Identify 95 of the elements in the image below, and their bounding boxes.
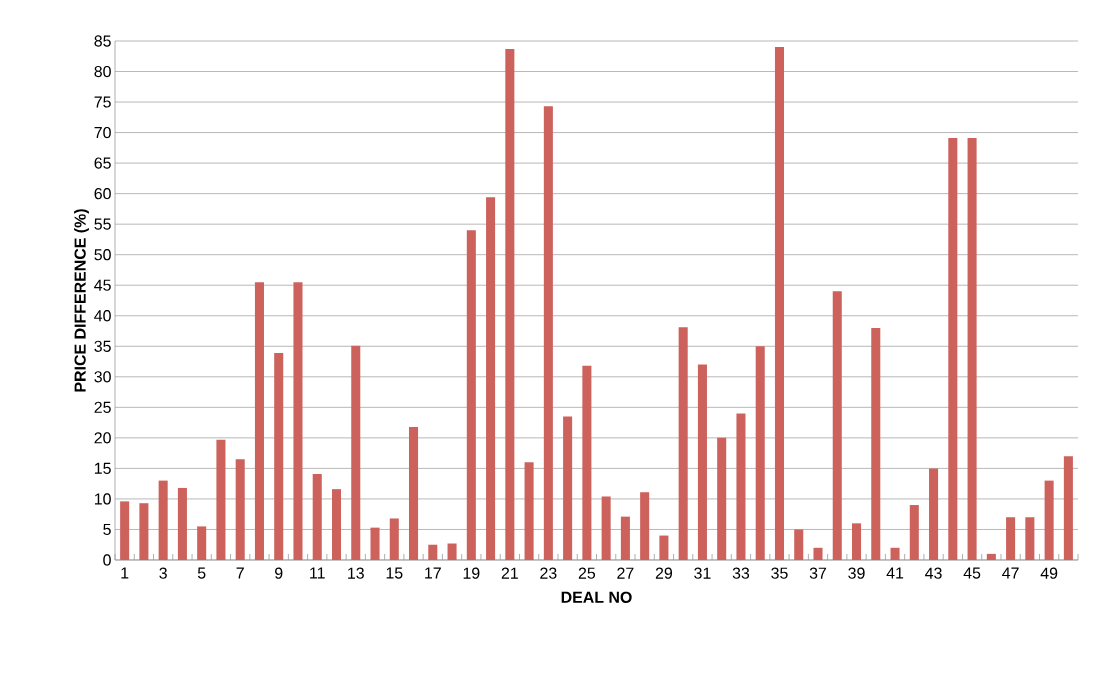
- bar: [428, 544, 438, 560]
- x-tick-label: 3: [159, 567, 167, 579]
- y-axis-title: PRICE DIFFERENCE (%): [74, 209, 89, 392]
- x-tick-label: 41: [886, 567, 904, 579]
- x-tick-label: 47: [1002, 567, 1019, 579]
- bar: [120, 501, 130, 560]
- x-tick-label: 9: [275, 567, 283, 579]
- bar: [929, 468, 939, 560]
- x-tick-label: 19: [463, 567, 480, 579]
- x-tick-label: 25: [578, 567, 596, 579]
- bar: [601, 496, 611, 560]
- y-tick-label: 70: [94, 126, 111, 139]
- bar: [543, 106, 553, 560]
- bar: [582, 365, 592, 560]
- y-tick-label: 85: [94, 35, 111, 47]
- bar: [524, 462, 534, 560]
- y-tick-label: 20: [94, 432, 111, 444]
- bar: [620, 516, 630, 560]
- bar: [1044, 480, 1054, 560]
- x-tick-label: 7: [236, 567, 244, 579]
- bar: [986, 553, 996, 560]
- bar: [139, 503, 149, 560]
- y-tick-label: 45: [94, 279, 111, 291]
- bar: [466, 230, 476, 560]
- x-tick-label: 5: [197, 567, 206, 579]
- x-tick-label: 23: [540, 567, 557, 579]
- bar: [678, 327, 688, 560]
- bar: [774, 47, 785, 560]
- x-tick-label: 33: [732, 567, 750, 579]
- y-tick-label: 75: [94, 96, 111, 108]
- bar: [158, 480, 168, 560]
- x-tick-label: 1: [121, 567, 129, 579]
- bar: [1006, 517, 1016, 560]
- y-tick-label: 30: [94, 371, 111, 383]
- x-tick-label: 13: [348, 567, 364, 579]
- bar: [370, 527, 380, 560]
- bar: [890, 547, 900, 560]
- bar: [486, 197, 496, 560]
- y-tick-label: 50: [94, 249, 111, 261]
- bar: [216, 439, 226, 560]
- bar: [736, 413, 746, 560]
- bar: [505, 48, 515, 560]
- bar: [312, 473, 322, 560]
- x-tick-label: 31: [694, 567, 711, 579]
- bar: [967, 138, 977, 560]
- y-tick-label: 80: [94, 65, 111, 78]
- bar: [293, 282, 303, 560]
- y-tick-label: 35: [94, 340, 111, 352]
- bar: [563, 416, 573, 560]
- bar: [235, 459, 245, 560]
- bar: [389, 518, 399, 560]
- x-tick-label: 49: [1040, 567, 1058, 579]
- y-tick-label: 55: [94, 218, 111, 230]
- x-tick-label: 45: [963, 567, 981, 579]
- x-tick-label: 39: [848, 567, 865, 579]
- y-tick-label: 0: [103, 554, 111, 566]
- x-tick-label: 29: [655, 567, 673, 579]
- x-tick-label: 35: [771, 567, 788, 579]
- x-axis-title: DEAL NO: [561, 591, 632, 603]
- x-tick-label: 37: [809, 567, 827, 579]
- bar: [813, 547, 823, 560]
- bar: [640, 492, 650, 560]
- bar: [755, 346, 765, 560]
- bar: [177, 487, 187, 560]
- bar: [659, 535, 669, 560]
- y-tick-label: 15: [94, 462, 111, 474]
- bar: [697, 364, 707, 560]
- bar: [351, 345, 361, 560]
- bar: [871, 327, 881, 560]
- bar: [197, 526, 207, 560]
- bar: [794, 529, 804, 560]
- y-tick-label: 40: [94, 310, 111, 322]
- x-tick-label: 11: [310, 567, 325, 579]
- bar: [409, 426, 419, 560]
- bar: [254, 282, 264, 560]
- bar: [274, 353, 284, 560]
- bar: [832, 291, 842, 560]
- y-tick-label: 65: [94, 157, 111, 169]
- bar: [851, 523, 862, 560]
- x-tick-label: 17: [425, 567, 441, 579]
- bar: [909, 505, 919, 560]
- y-tick-label: 5: [103, 523, 111, 536]
- bar: [1063, 456, 1073, 560]
- bar: [1025, 517, 1035, 560]
- bar: [948, 138, 958, 560]
- bar: [331, 489, 342, 560]
- bar: [447, 543, 457, 560]
- x-tick-label: 21: [501, 567, 518, 579]
- x-tick-label: 15: [386, 567, 403, 579]
- x-tick-label: 43: [925, 567, 942, 579]
- y-tick-label: 60: [94, 188, 111, 200]
- y-tick-label: 10: [94, 493, 111, 505]
- bar: [717, 437, 727, 560]
- y-tick-label: 25: [94, 401, 111, 413]
- x-tick-label: 27: [617, 567, 634, 579]
